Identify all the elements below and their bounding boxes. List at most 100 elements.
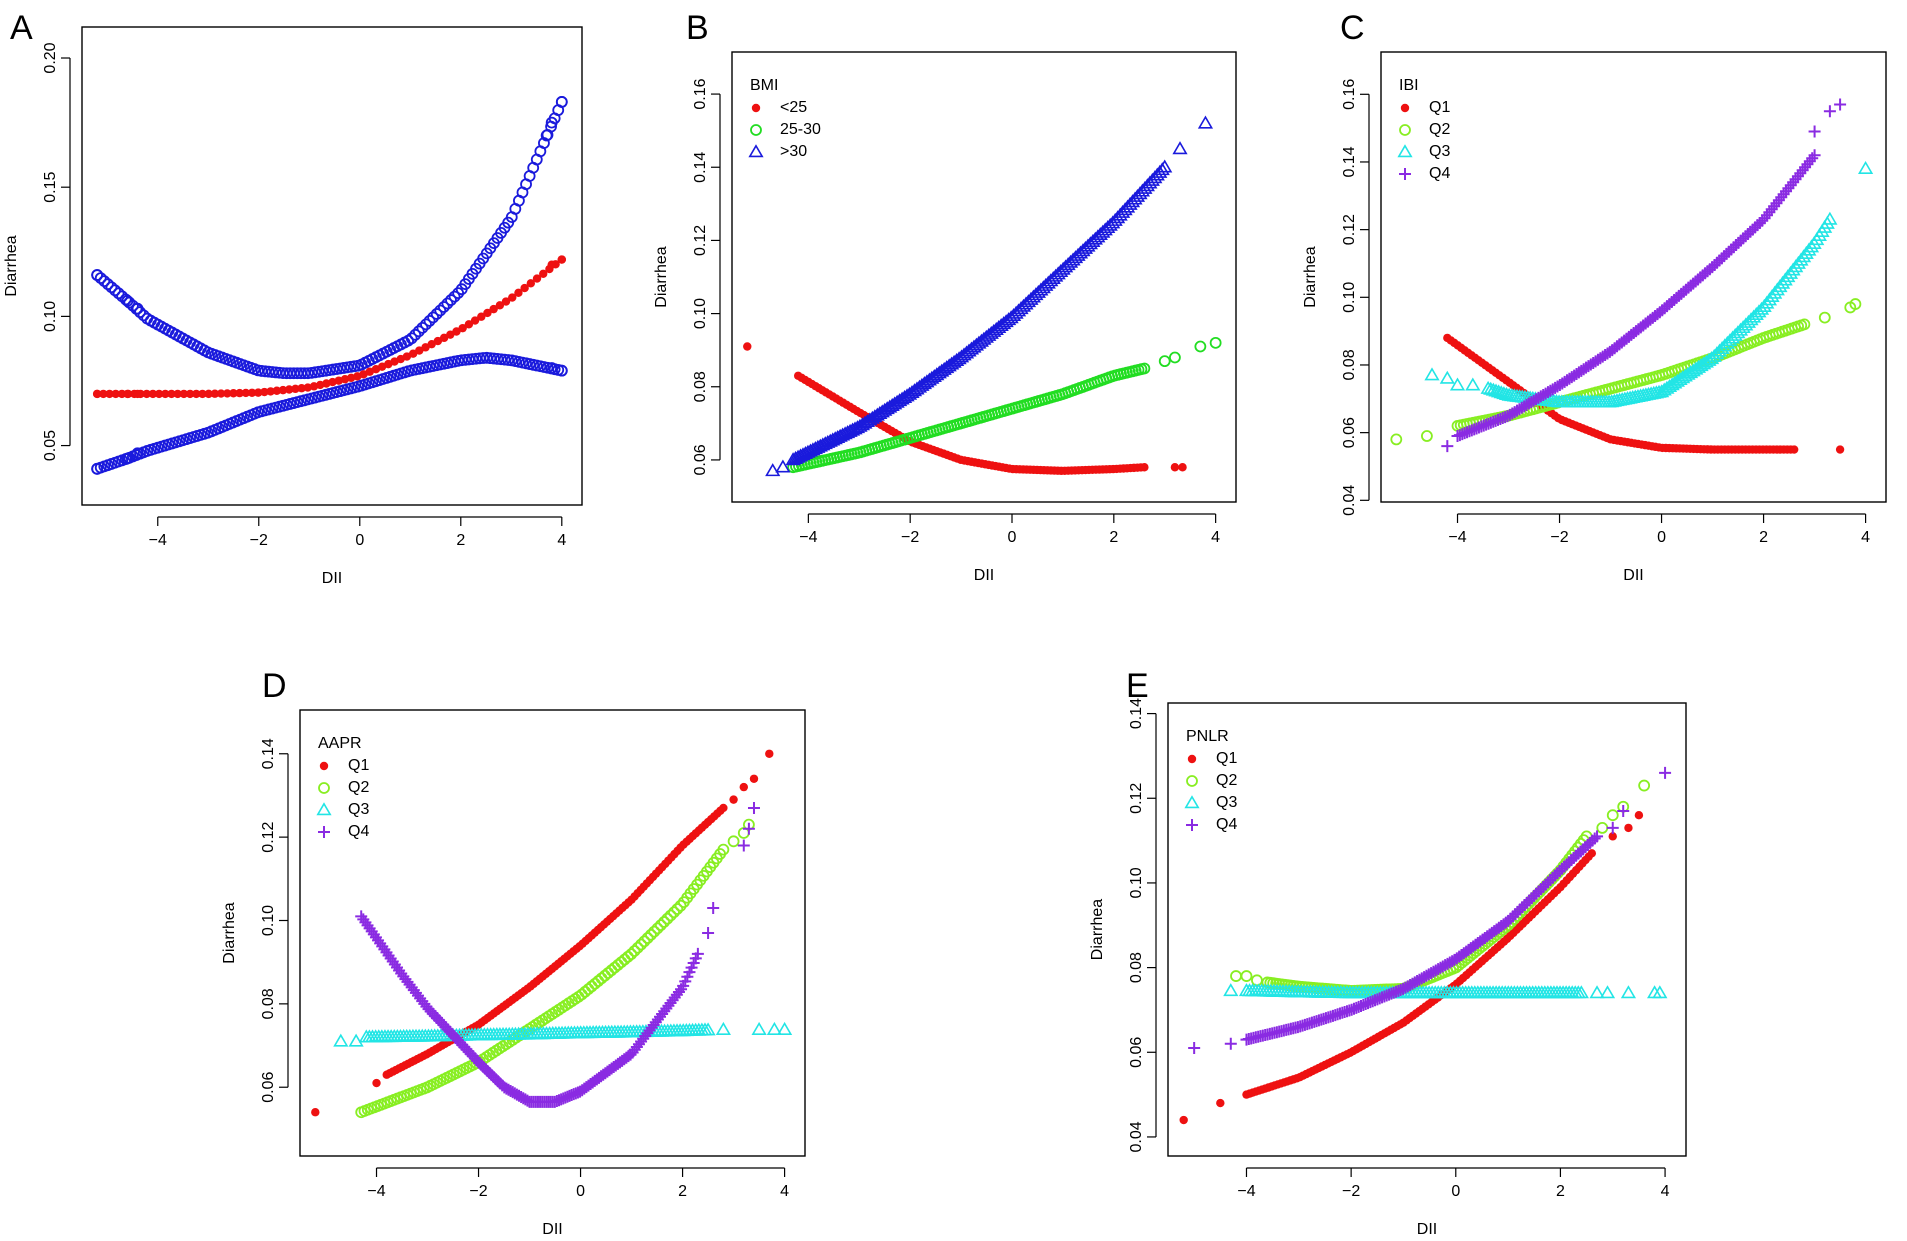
data-point bbox=[121, 294, 134, 307]
data-point bbox=[1178, 463, 1187, 472]
data-point bbox=[555, 364, 568, 377]
data-point bbox=[372, 1078, 381, 1088]
x-tick-label: 2 bbox=[1759, 529, 1768, 546]
y-axis-label: Diarrhea bbox=[1302, 246, 1319, 307]
x-tick-label: 2 bbox=[1556, 1183, 1565, 1200]
series-25-30 bbox=[787, 336, 1222, 474]
y-axis: 0.06 0.08 0.10 0.12 0.14 0.16 bbox=[692, 78, 721, 475]
legend-label: Q4 bbox=[1429, 165, 1450, 182]
data-point bbox=[1808, 149, 1821, 162]
data-point bbox=[1652, 985, 1668, 999]
data-point bbox=[423, 315, 436, 327]
data-point bbox=[420, 318, 432, 331]
data-point bbox=[719, 803, 728, 813]
data-point bbox=[1606, 809, 1619, 822]
series-q4 bbox=[355, 801, 760, 1108]
y-tick-label: 0.10 bbox=[42, 301, 59, 332]
data-point bbox=[408, 349, 418, 358]
data-point bbox=[1608, 832, 1617, 841]
legend-title: PNLR bbox=[1186, 728, 1229, 745]
panel-letter: B bbox=[686, 9, 709, 47]
data-point bbox=[131, 302, 144, 315]
y-axis: 0.06 0.08 0.10 0.12 0.14 bbox=[260, 738, 289, 1103]
data-point bbox=[631, 941, 644, 954]
legend-marker bbox=[1186, 775, 1198, 787]
y-tick-label: 0.10 bbox=[1341, 282, 1358, 313]
data-point bbox=[1158, 355, 1171, 368]
data-point bbox=[1806, 152, 1819, 165]
data-point bbox=[1596, 821, 1609, 834]
data-point bbox=[241, 388, 251, 398]
legend-marker bbox=[316, 802, 332, 816]
data-point bbox=[743, 342, 752, 351]
panel-letter: A bbox=[10, 9, 33, 47]
data-point bbox=[1439, 370, 1455, 384]
data-point bbox=[179, 389, 189, 399]
data-point bbox=[1617, 804, 1630, 817]
legend-label: >30 bbox=[780, 143, 807, 160]
data-point bbox=[1858, 160, 1874, 174]
data-point bbox=[121, 452, 134, 465]
data-point bbox=[508, 293, 517, 302]
y-tick-label: 0.10 bbox=[260, 905, 277, 936]
legend-title: AAPR bbox=[318, 735, 362, 752]
data-point bbox=[477, 312, 486, 321]
x-tick-label: −2 bbox=[901, 529, 919, 546]
data-point bbox=[1606, 821, 1619, 834]
data-point bbox=[185, 389, 195, 399]
data-point bbox=[777, 1021, 793, 1035]
y-tick-label: 0.08 bbox=[1341, 349, 1358, 380]
x-tick-label: 4 bbox=[557, 532, 566, 549]
series-q1 bbox=[311, 749, 774, 1117]
legend-marker bbox=[750, 124, 762, 136]
data-point bbox=[495, 301, 505, 310]
series-q1 bbox=[1179, 810, 1644, 1125]
y-tick-label: 0.20 bbox=[42, 42, 59, 73]
legend: IBI Q1 Q2 Q3 Q4 bbox=[1397, 77, 1450, 182]
x-tick-label: 4 bbox=[1211, 529, 1220, 546]
data-point bbox=[235, 388, 244, 398]
data-point bbox=[133, 389, 142, 399]
data-point bbox=[448, 290, 461, 303]
legend-title: BMI bbox=[750, 77, 778, 94]
y-tick-label: 0.12 bbox=[692, 225, 709, 256]
series-upper-ci bbox=[91, 96, 568, 380]
data-point bbox=[405, 332, 418, 345]
y-tick-label: 0.10 bbox=[692, 298, 709, 329]
data-point bbox=[1188, 1042, 1201, 1055]
data-point bbox=[285, 385, 294, 394]
legend-marker bbox=[748, 144, 764, 158]
series-q1 bbox=[1443, 333, 1845, 454]
x-tick-label: −2 bbox=[1550, 529, 1568, 546]
data-point bbox=[1424, 367, 1440, 381]
series-lower-ci bbox=[91, 351, 568, 475]
data-point bbox=[433, 336, 443, 346]
data-point bbox=[765, 463, 781, 477]
data-point bbox=[1624, 823, 1633, 833]
data-point bbox=[1634, 810, 1644, 820]
data-point bbox=[148, 389, 158, 399]
y-tick-label: 0.10 bbox=[1128, 867, 1145, 898]
x-tick-label: 0 bbox=[576, 1183, 585, 1200]
data-point bbox=[1591, 830, 1604, 843]
x-tick-label: 2 bbox=[1109, 529, 1118, 546]
x-axis: −4 −2 0 2 4 bbox=[149, 516, 566, 549]
data-point bbox=[111, 389, 120, 399]
plot-frame bbox=[731, 51, 1237, 503]
data-point bbox=[1599, 985, 1616, 999]
data-point bbox=[204, 389, 213, 399]
data-point bbox=[105, 281, 118, 294]
legend-label: <25 bbox=[780, 99, 807, 116]
data-point bbox=[651, 922, 664, 935]
legend-marker bbox=[319, 761, 329, 771]
data-point bbox=[1789, 445, 1799, 454]
data-point bbox=[229, 389, 238, 398]
data-point bbox=[437, 301, 450, 313]
data-point bbox=[1421, 430, 1433, 442]
data-point bbox=[715, 1021, 731, 1035]
data-point bbox=[173, 389, 182, 399]
legend-label: Q2 bbox=[1216, 772, 1237, 789]
data-point bbox=[654, 919, 667, 932]
x-tick-label: −2 bbox=[1342, 1183, 1360, 1200]
